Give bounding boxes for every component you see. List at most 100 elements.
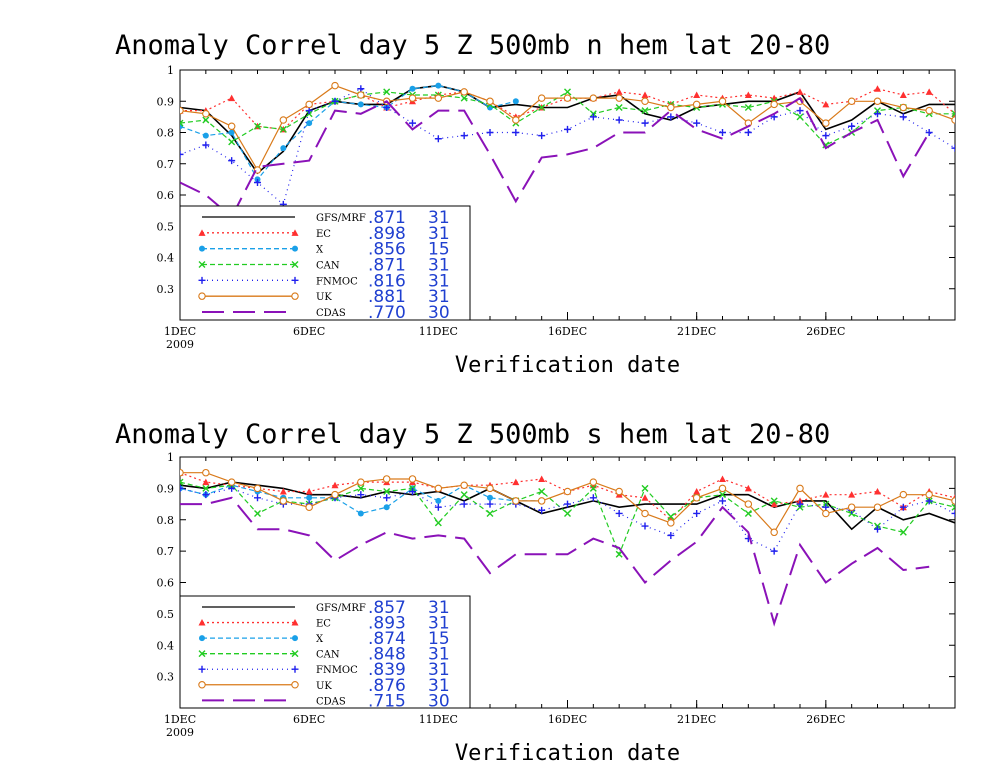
series-fnmoc-point	[180, 484, 184, 492]
series-fnmoc-point	[796, 107, 804, 115]
series-uk-point	[382, 475, 391, 483]
series-uk-point	[718, 484, 727, 493]
legend-x-count: 15	[428, 629, 450, 649]
series-uk-point	[512, 116, 520, 124]
series-uk-point	[847, 97, 856, 106]
x-tick-label: 1DEC	[164, 325, 196, 338]
x-tick-sublabel: 2009	[166, 726, 194, 739]
y-tick-label: 0.7	[157, 545, 175, 558]
series-uk-point	[770, 100, 778, 109]
legend-ec-count: 31	[428, 614, 450, 634]
legend-x-name: X	[316, 245, 324, 256]
legend-x-score: .856	[368, 240, 406, 260]
series-fnmoc-point	[615, 509, 623, 517]
legend-uk-marker	[198, 681, 206, 689]
x-tick-sublabel: 2009	[166, 338, 194, 351]
series-ec-point	[874, 85, 881, 92]
series-uk-point	[641, 97, 649, 106]
series-ec-point	[744, 484, 752, 492]
series-ec-point	[202, 478, 210, 486]
series-fnmoc-point	[822, 503, 830, 511]
series-fnmoc-point	[331, 97, 339, 105]
series-uk-point	[408, 475, 417, 483]
series-uk-point	[796, 484, 804, 493]
legend-x-marker	[199, 245, 205, 252]
series-uk-point	[279, 497, 288, 505]
series-ec-point	[848, 491, 856, 498]
series-fnmoc-point	[434, 135, 442, 143]
legend-x-marker	[292, 635, 298, 642]
legend-gfs-mrf-score: .871	[368, 208, 406, 228]
series-fnmoc-point	[951, 509, 955, 517]
series-fnmoc-point	[951, 144, 955, 152]
series-x-point	[180, 123, 183, 130]
series-fnmoc-line	[180, 88, 955, 206]
series-fnmoc-point	[589, 494, 597, 502]
series-can-point	[460, 491, 468, 499]
series-x-point	[306, 494, 313, 501]
series-fnmoc-point	[874, 525, 881, 533]
legend-uk-name: UK	[316, 681, 332, 692]
series-uk-point	[744, 500, 753, 508]
series-fnmoc-point	[460, 500, 468, 508]
series-fnmoc-point	[202, 491, 210, 499]
series-fnmoc-point	[357, 491, 365, 499]
series-can-point	[951, 503, 955, 511]
x-tick-label: 26DEC	[806, 713, 845, 726]
series-x-point	[409, 85, 416, 92]
series-uk-point	[227, 122, 236, 131]
series-uk-point	[486, 97, 494, 106]
series-uk-point	[563, 94, 572, 102]
legend-cdas-count: 30	[428, 691, 450, 711]
legend-cdas-name: CDAS	[316, 308, 346, 319]
series-can-point	[589, 484, 597, 492]
series-can-point	[744, 104, 752, 111]
series-uk-point	[925, 106, 933, 115]
series-fnmoc-point	[925, 497, 933, 505]
series-can-point	[228, 138, 236, 146]
series-fnmoc-point	[486, 129, 494, 136]
legend-ec-marker	[198, 229, 206, 236]
series-can-point	[279, 125, 287, 133]
series-ec-point	[693, 488, 701, 495]
series-can-point	[254, 122, 261, 130]
series-fnmoc-point	[899, 113, 907, 121]
series-can-point	[383, 88, 391, 96]
y-tick-label: 0.5	[157, 220, 175, 233]
series-uk-point	[718, 97, 727, 106]
series-fnmoc-point	[564, 500, 571, 508]
series-uk-point	[357, 478, 365, 486]
legend-x-count: 15	[428, 240, 450, 260]
series-fnmoc-point	[460, 132, 468, 140]
series-ec-point	[279, 488, 287, 495]
x-tick-label: 11DEC	[419, 713, 458, 726]
series-layer	[180, 468, 955, 627]
legend-can-count: 31	[428, 645, 450, 665]
series-uk-point	[253, 484, 262, 493]
legend-x-name: X	[316, 634, 324, 645]
series-can-point	[641, 107, 649, 115]
legend-cdas-name: CDAS	[316, 696, 346, 707]
y-tick-label: 0.5	[157, 608, 175, 621]
legend-cdas-count: 30	[428, 303, 450, 323]
series-x-point	[357, 510, 364, 517]
series-uk-point	[202, 110, 210, 118]
series-x-point	[435, 497, 442, 504]
series-fnmoc-point	[409, 488, 416, 496]
x-axis-label: Verification date	[455, 741, 680, 766]
legend-box	[179, 595, 471, 709]
series-fnmoc-point	[254, 179, 261, 186]
series-uk-point	[408, 94, 417, 102]
series-ec-point	[719, 475, 726, 482]
y-tick-label: 0.7	[157, 158, 175, 171]
y-tick-label: 0.4	[157, 639, 175, 652]
legend-can-score: .848	[368, 645, 406, 665]
series-uk-point	[434, 484, 443, 493]
series-uk-point	[589, 478, 598, 486]
series-x-point	[228, 129, 235, 136]
y-tick-label: 0.9	[157, 482, 175, 495]
series-layer	[180, 81, 955, 219]
series-uk-point	[615, 94, 623, 102]
